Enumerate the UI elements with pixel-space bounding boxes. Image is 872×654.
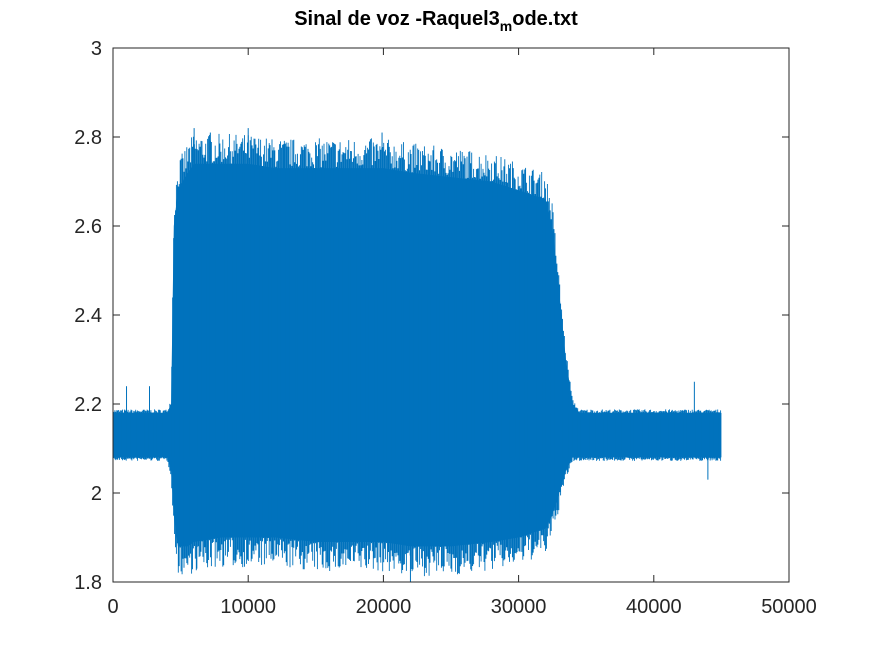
x-tick-label: 10000 xyxy=(220,596,276,618)
chart-title-main: Sinal de voz -Raquel3 xyxy=(294,8,500,30)
y-tick-label: 2.6 xyxy=(74,216,102,238)
x-tick-label: 0 xyxy=(107,596,118,618)
plot-area xyxy=(112,48,789,582)
x-tick-label: 20000 xyxy=(356,596,412,618)
y-tick-label: 2.2 xyxy=(74,394,102,416)
chart-title: Sinal de voz -Raquel3mode.txt xyxy=(294,8,578,34)
y-tick-label: 2 xyxy=(91,483,102,505)
chart-title-suffix: ode.txt xyxy=(512,8,578,30)
chart-title-subscript: m xyxy=(500,18,512,34)
y-tick-label: 2.4 xyxy=(74,305,102,327)
y-tick-label: 1.8 xyxy=(74,572,102,594)
axes: 0 10000 20000 30000 40000 50000 1.8 2 2.2 2.4 2.6 2… xyxy=(74,38,817,618)
x-tick-label: 30000 xyxy=(491,596,547,618)
y-tick-label: 3 xyxy=(91,38,102,60)
y-tick-label: 2.8 xyxy=(74,127,102,149)
x-tick-label: 40000 xyxy=(626,596,682,618)
x-tick-label: 50000 xyxy=(761,596,817,618)
